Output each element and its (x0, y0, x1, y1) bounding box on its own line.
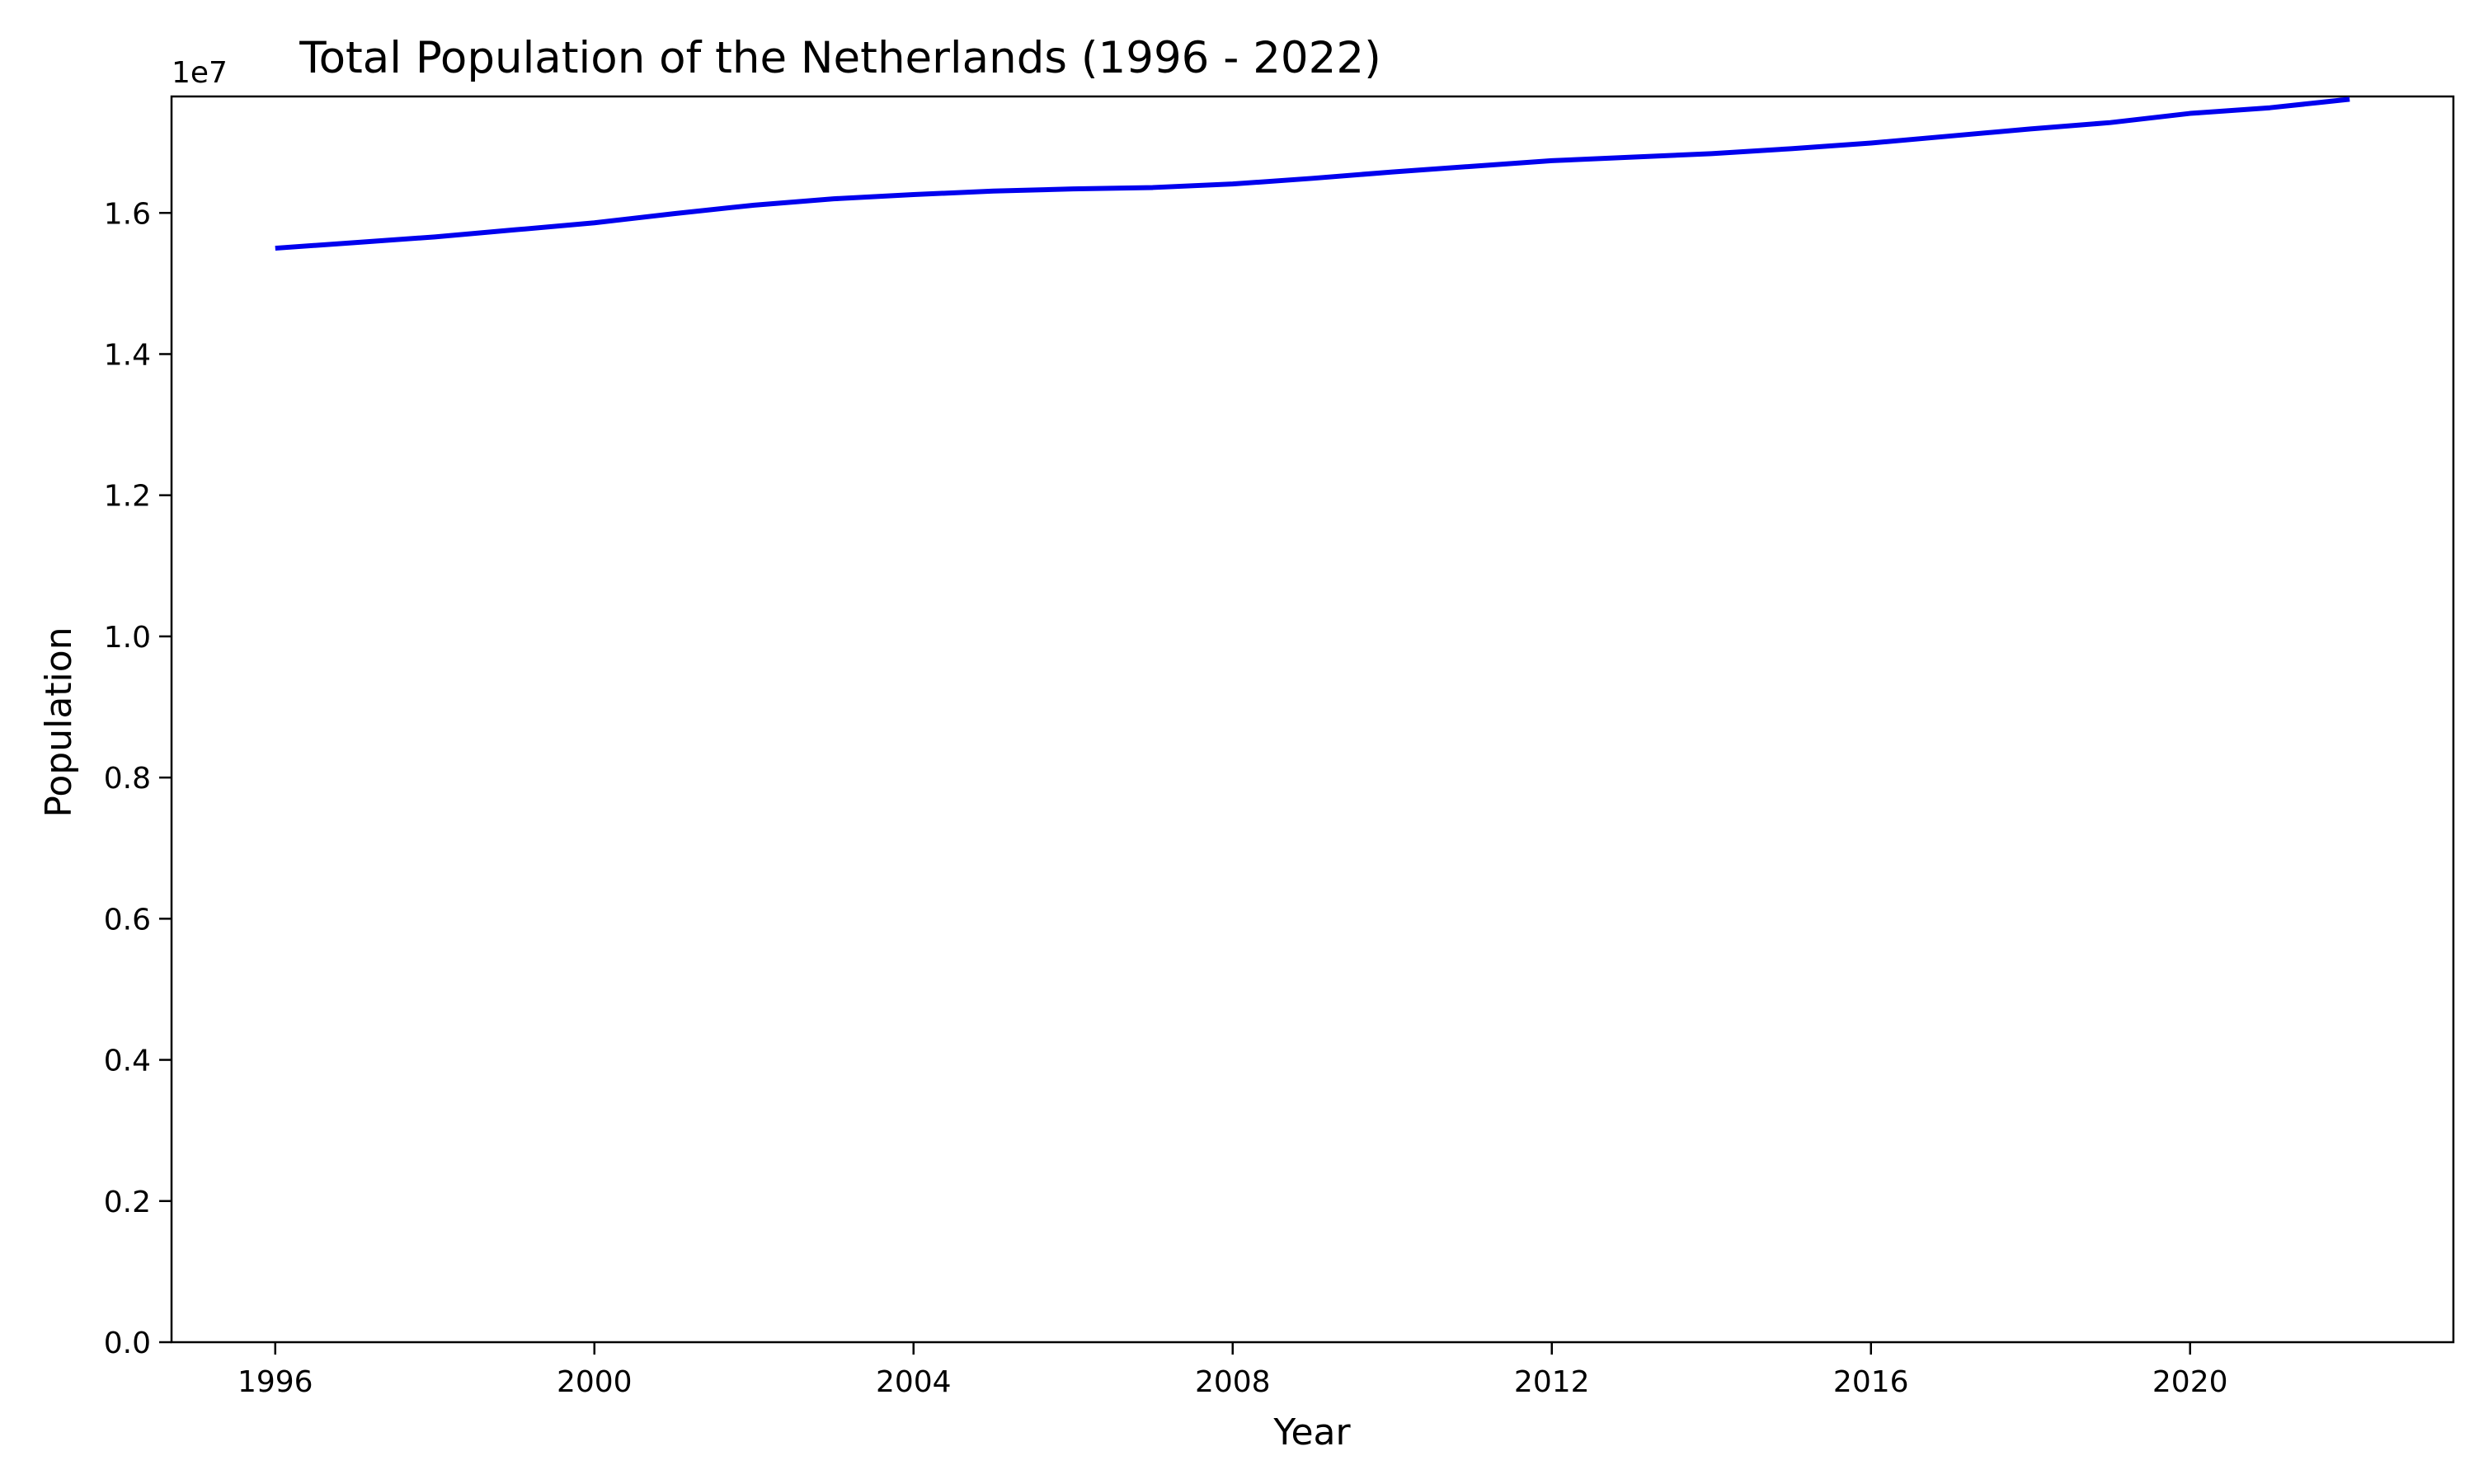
chart-title: Total Population of the Netherlands (199… (299, 33, 1381, 83)
x-axis-label: Year (1272, 1411, 1351, 1453)
series-layer (275, 96, 2350, 251)
y-tick-label: 0.2 (104, 1186, 151, 1219)
y-tick-label: 0.4 (104, 1045, 151, 1078)
x-axis: 1996 2000 2004 2008 2012 2016 2020 (238, 1342, 2228, 1399)
x-tick-label: 2004 (876, 1365, 952, 1399)
x-tick-label: 2016 (1833, 1365, 1909, 1399)
y-tick-label: 1.2 (104, 480, 151, 514)
x-tick-label: 1996 (238, 1365, 313, 1399)
y-tick-label: 1.0 (104, 621, 151, 655)
y-axis-offset-label: 1e7 (172, 56, 228, 90)
x-tick-label: 2020 (2152, 1365, 2228, 1399)
plot-area (170, 95, 2455, 1344)
y-axis: 0.0 0.2 0.4 0.6 0.8 1.0 1.2 1.4 1.6 (104, 197, 172, 1360)
x-tick-label: 2008 (1195, 1365, 1271, 1399)
y-tick-label: 0.8 (104, 762, 151, 796)
y-tick-label: 1.6 (104, 197, 151, 231)
y-tick-label: 0.0 (104, 1327, 151, 1360)
x-tick-label: 2000 (557, 1365, 633, 1399)
y-axis-label: Population (38, 627, 80, 817)
x-tick-label: 2012 (1514, 1365, 1590, 1399)
y-tick-label: 0.6 (104, 903, 151, 937)
plot-frame (170, 95, 2455, 1344)
series-line (275, 96, 2350, 251)
y-tick-label: 1.4 (104, 338, 151, 372)
